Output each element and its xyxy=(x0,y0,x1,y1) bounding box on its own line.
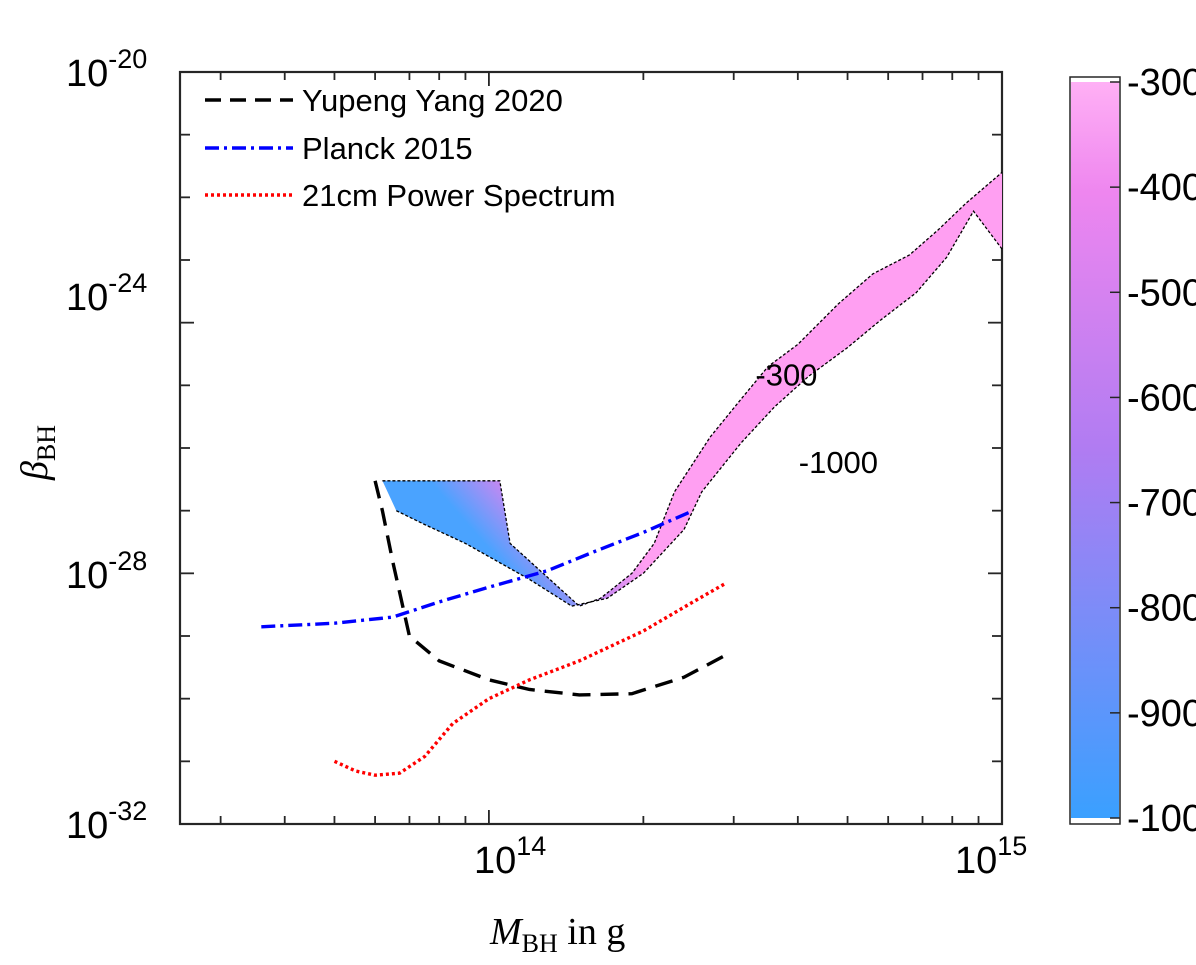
colorbar-label: -600 xyxy=(1127,377,1196,419)
series-line-21cm-power-spectrum xyxy=(333,581,728,777)
contour-region xyxy=(382,171,1003,607)
y-tick-label-1e-24: 10-24 xyxy=(66,268,147,319)
x-tick-label-1e15: 1015 xyxy=(955,831,1027,882)
legend-label-planck: Planck 2015 xyxy=(302,131,473,166)
series-line-planck-2015 xyxy=(261,509,694,629)
colorbar-label: -900 xyxy=(1127,693,1196,735)
legend-label-21cm: 21cm Power Spectrum xyxy=(302,178,616,213)
series-lines xyxy=(261,480,728,777)
colorbar: -300 -400 -500 -600 -700 -800 -900 -1000 xyxy=(1069,62,1196,840)
y-tick-label-1e-32: 10-32 xyxy=(66,796,147,847)
y-tick-labels: 10-20 10-24 10-28 10-32 xyxy=(66,44,147,847)
y-tick-label-1e-28: 10-28 xyxy=(66,546,147,597)
x-tick-labels: 1014 1015 xyxy=(474,831,1027,882)
colorbar-label: -800 xyxy=(1127,588,1196,630)
y-axis-label: βBH xyxy=(14,425,61,481)
legend-label-yupeng: Yupeng Yang 2020 xyxy=(302,83,563,118)
colorbar-label: -500 xyxy=(1127,272,1196,314)
colorbar-gradient xyxy=(1071,82,1119,818)
x-axis-label: MBH in g xyxy=(489,911,625,958)
contour-label-1: -1000 xyxy=(799,445,878,480)
x-tick-label-1e14: 1014 xyxy=(474,831,546,882)
contour-label-0: -300 xyxy=(755,357,817,392)
y-tick-label-1e-20: 10-20 xyxy=(66,44,147,95)
colorbar-label: -400 xyxy=(1127,167,1196,209)
plot-area xyxy=(178,70,1004,826)
colorbar-ticks: -300 -400 -500 -600 -700 -800 -900 -1000 xyxy=(1110,62,1196,840)
legend: Yupeng Yang 2020 Planck 2015 21cm Power … xyxy=(205,83,616,213)
annotations: -300 -1000 xyxy=(755,357,878,480)
colorbar-label: -1000 xyxy=(1127,798,1196,840)
colorbar-label: -700 xyxy=(1127,483,1196,525)
contour-line-1000 xyxy=(396,210,1003,607)
colorbar-label: -300 xyxy=(1127,62,1196,104)
series-line-yupeng-yang-2020 xyxy=(373,480,727,697)
